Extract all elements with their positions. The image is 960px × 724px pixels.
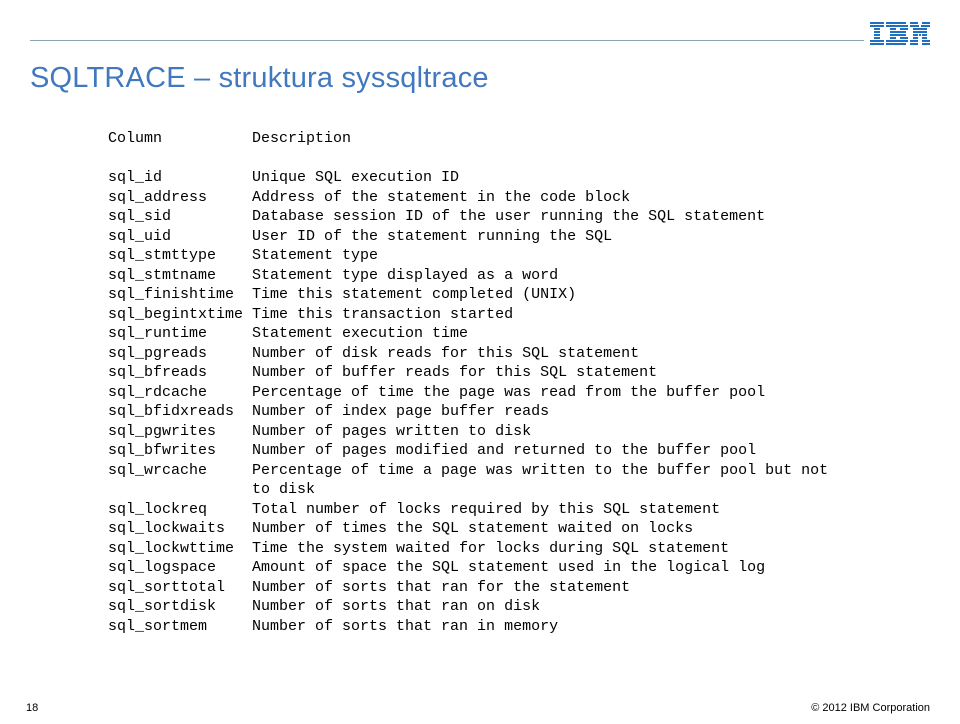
ibm-logo xyxy=(870,22,930,46)
copyright: © 2012 IBM Corporation xyxy=(811,702,930,714)
page-title: SQLTRACE – struktura syssqltrace xyxy=(30,62,930,95)
column-description-table: Column Description sql_id Unique SQL exe… xyxy=(108,129,930,636)
slide: SQLTRACE – struktura syssqltrace Column … xyxy=(0,0,960,724)
page-number: 18 xyxy=(26,702,38,714)
horizontal-rule xyxy=(30,40,864,41)
